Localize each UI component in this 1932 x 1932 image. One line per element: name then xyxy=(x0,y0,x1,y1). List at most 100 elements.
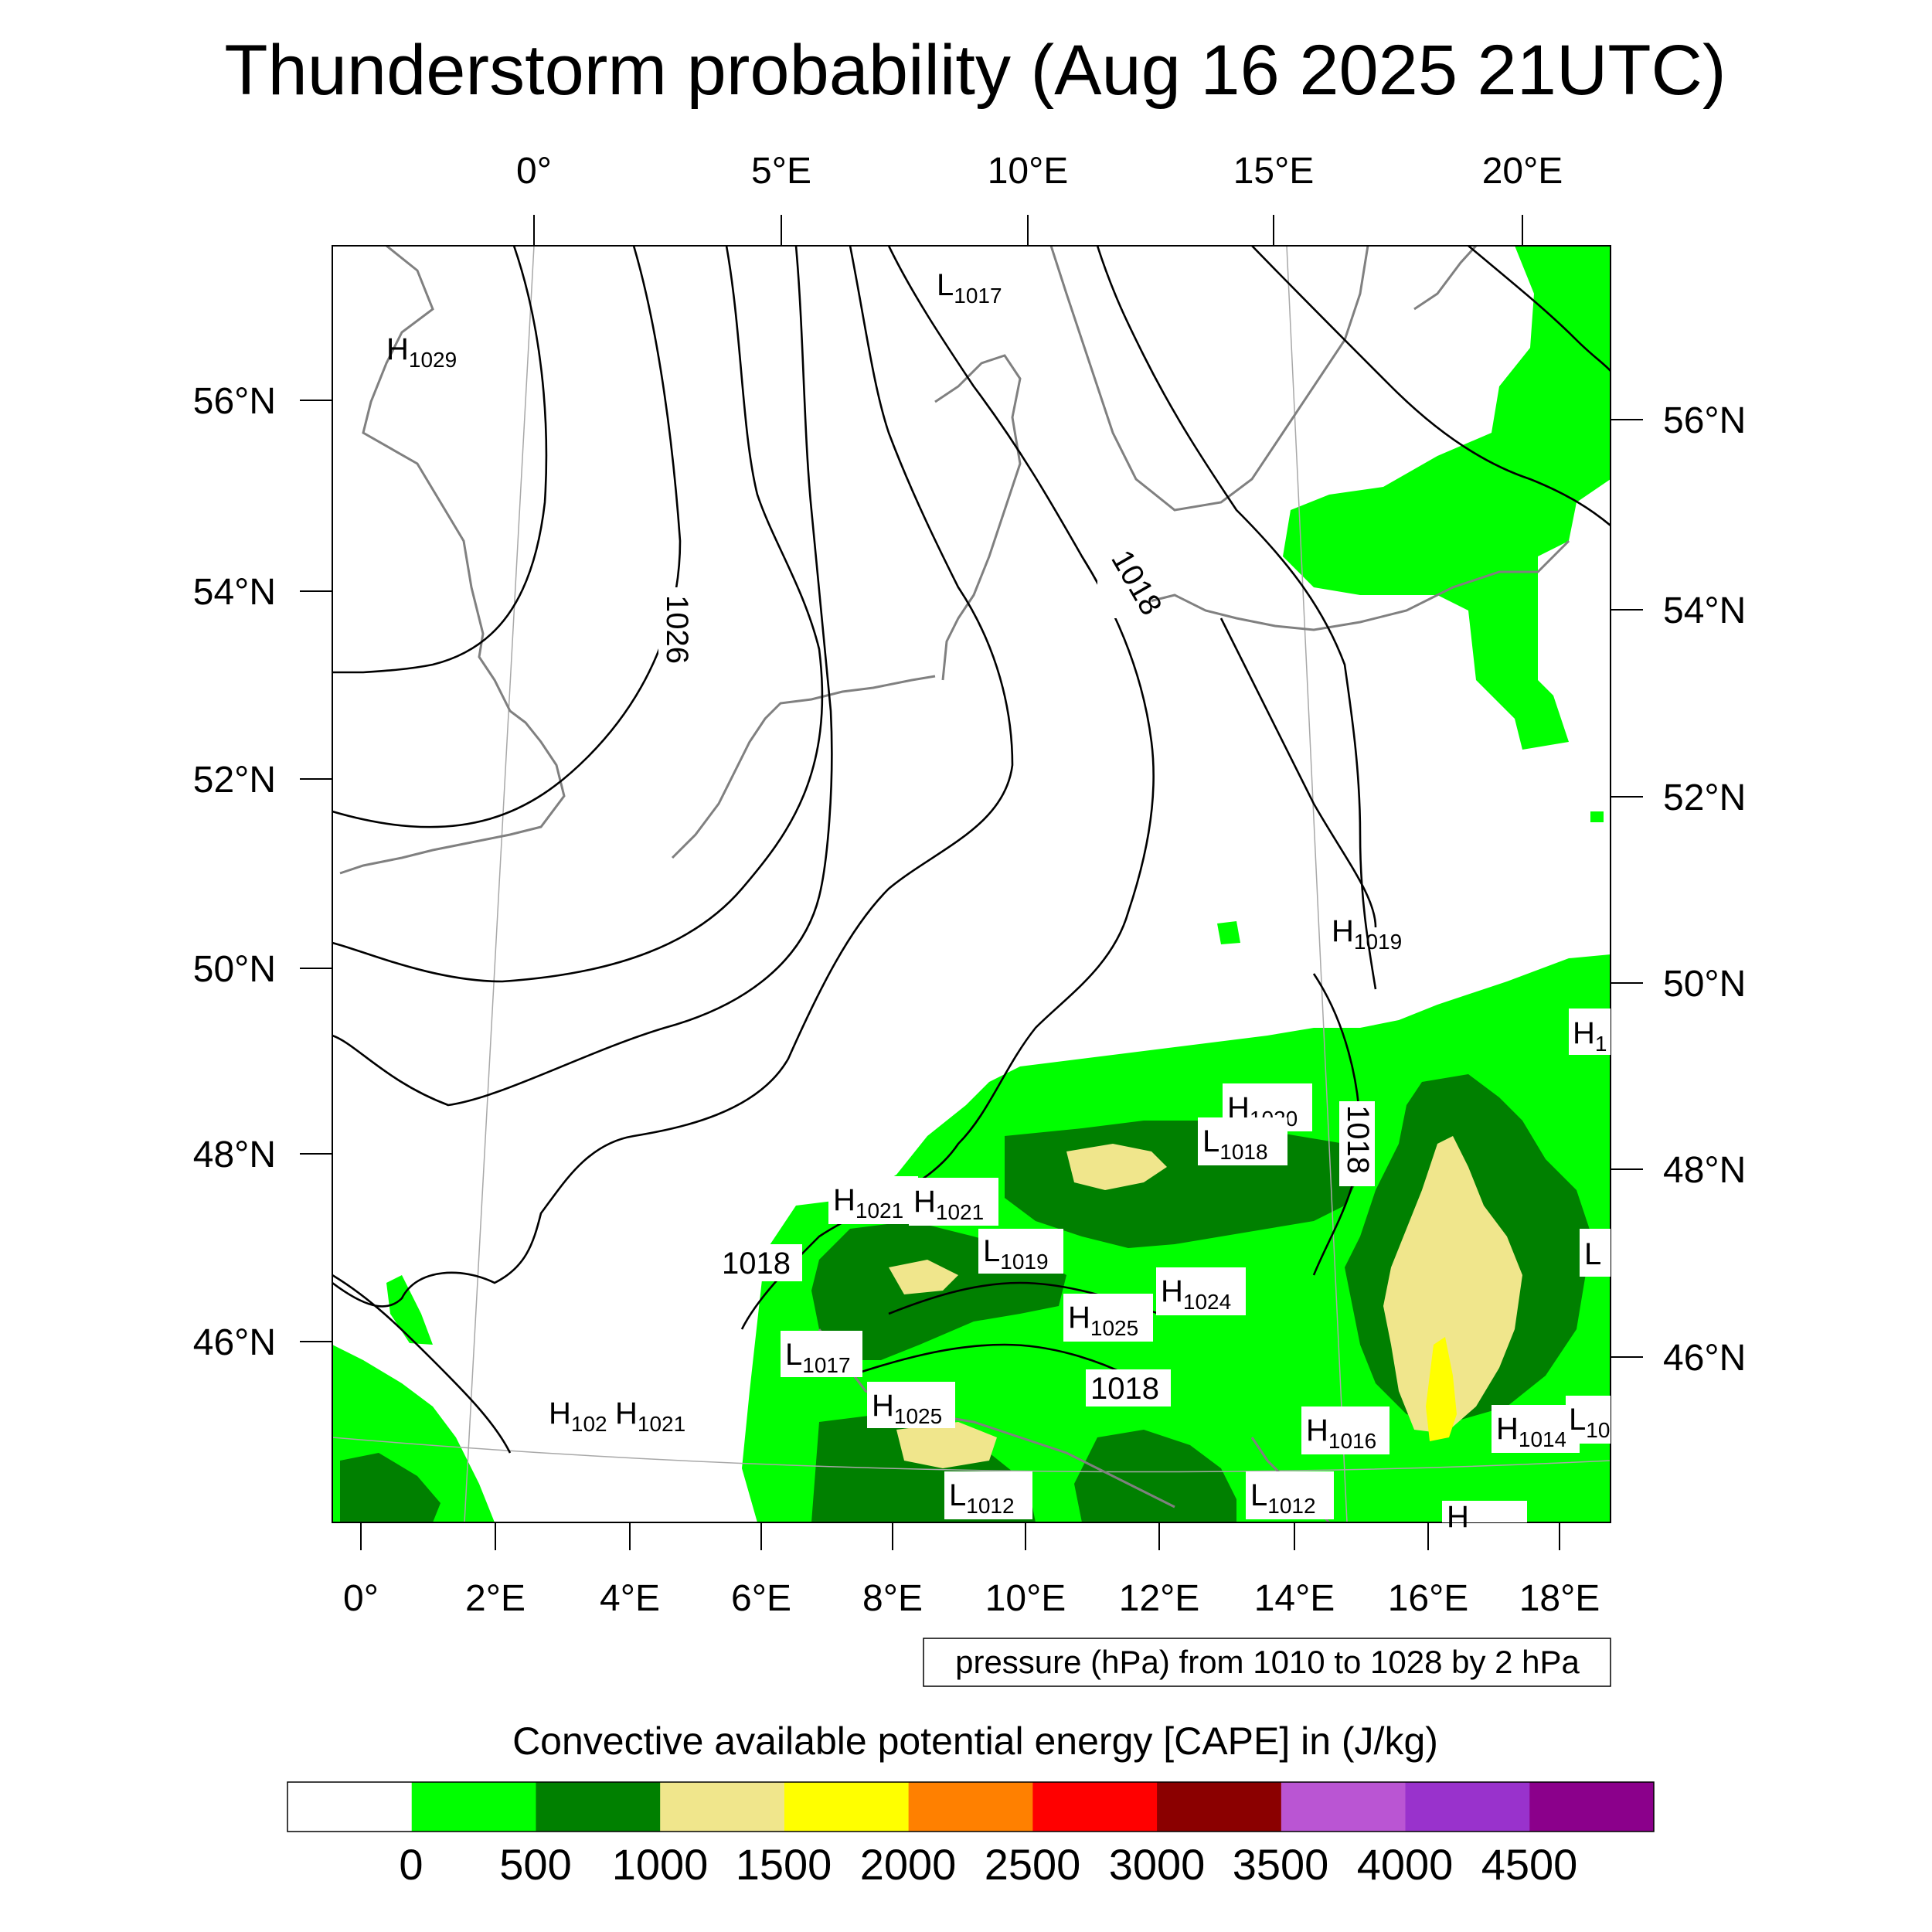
right-tick-48n: 48°N xyxy=(1663,1150,1746,1191)
colorbar-swatch-6 xyxy=(1032,1782,1158,1832)
pressure-center-l1017: L1017 xyxy=(937,268,1002,308)
cape-area-kh-alps xyxy=(889,1260,958,1294)
right-tick-52n: 52°N xyxy=(1663,777,1746,818)
cape-area-kh-central xyxy=(1066,1144,1167,1190)
isobar-label-1018-west: 1018 xyxy=(722,1247,791,1281)
colorbar-swatches xyxy=(287,1782,1655,1832)
bottom-tick-14e: 14°E xyxy=(1254,1578,1335,1619)
colorbar-swatch-2 xyxy=(536,1782,661,1832)
cape-area-cz-spot xyxy=(1217,921,1240,944)
svg-text:H1025: H1025 xyxy=(1068,1301,1138,1340)
top-tick-10e: 10°E xyxy=(988,151,1069,192)
right-tick-50n: 50°N xyxy=(1663,964,1746,1005)
left-tick-52n: 52°N xyxy=(193,760,276,801)
pressure-center-h-bottom-edge: H xyxy=(1442,1500,1527,1534)
map-title: Thunderstorm probability (Aug 16 2025 21… xyxy=(224,31,1726,110)
top-axis: 0° 5°E 10°E 15°E 20°E xyxy=(516,151,1563,246)
left-axis: 56°N 54°N 52°N 50°N 48°N 46°N xyxy=(193,381,332,1363)
svg-text:L10: L10 xyxy=(1569,1403,1610,1442)
left-tick-50n: 50°N xyxy=(193,949,276,990)
coastline-denmark xyxy=(934,354,1022,681)
colorbar-swatch-4 xyxy=(784,1782,910,1832)
svg-text:H1014: H1014 xyxy=(1496,1412,1566,1451)
pressure-center-h1025-a: H1025 xyxy=(1063,1294,1153,1342)
colorbar-swatch-9 xyxy=(1405,1782,1530,1832)
isobar-label-1018-south: 1018 xyxy=(1090,1372,1159,1406)
colorbar-tick-1500: 1500 xyxy=(736,1840,832,1889)
colorbar-title: Convective available potential energy [C… xyxy=(512,1719,1438,1763)
pressure-center-h1021-b: H1021 xyxy=(909,1178,998,1226)
right-tick-56n: 56°N xyxy=(1663,400,1746,441)
bottom-axis: 0° 2°E 4°E 6°E 8°E 10°E 12°E 14°E 16°E 1… xyxy=(343,1522,1600,1619)
svg-text:H1016: H1016 xyxy=(1306,1413,1376,1453)
coastline-britain-east xyxy=(339,246,566,875)
svg-text:H1021: H1021 xyxy=(833,1183,903,1223)
bottom-tick-10e: 10°E xyxy=(985,1578,1066,1619)
cape-area-dg-adriatic xyxy=(1074,1430,1236,1522)
bottom-tick-8e: 8°E xyxy=(862,1578,923,1619)
bottom-tick-18e: 18°E xyxy=(1519,1578,1600,1619)
pressure-center-l-edge: L xyxy=(1580,1229,1611,1277)
isobar-label-1026: 1026 xyxy=(660,595,694,664)
colorbar-tick-2000: 2000 xyxy=(860,1840,957,1889)
pressure-center-h1016: H1016 xyxy=(1301,1406,1389,1454)
colorbar-tick-1000: 1000 xyxy=(612,1840,709,1889)
svg-text:L1018: L1018 xyxy=(1202,1124,1268,1164)
isobar-label-1018-east: 1018 xyxy=(1341,1105,1375,1174)
svg-text:H1029: H1029 xyxy=(386,332,457,372)
svg-text:L1012: L1012 xyxy=(1250,1478,1316,1518)
pressure-center-l1019: L1019 xyxy=(978,1229,1063,1274)
colorbar-tick-500: 500 xyxy=(499,1840,571,1889)
pressure-center-h1021-c: H1021 xyxy=(615,1396,685,1436)
bottom-tick-2e: 2°E xyxy=(465,1578,526,1619)
map-panel: 1026 1018 1018 1018 1018 H1029 L1017 H10… xyxy=(332,245,1611,1534)
bottom-tick-6e: 6°E xyxy=(731,1578,791,1619)
right-tick-46n: 46°N xyxy=(1663,1338,1746,1379)
pressure-info-text: pressure (hPa) from 1010 to 1028 by 2 hP… xyxy=(955,1644,1580,1680)
colorbar-swatch-5 xyxy=(908,1782,1033,1832)
pressure-center-h1025-b: H1025 xyxy=(867,1382,955,1428)
cape-area-dg-west xyxy=(340,1453,440,1522)
colorbar-swatch-10 xyxy=(1529,1782,1655,1832)
graticule xyxy=(332,246,1611,1522)
pressure-center-h-edge: H1 xyxy=(1569,1009,1611,1056)
pressure-center-h1019: H1019 xyxy=(1332,914,1402,954)
svg-text:L1012: L1012 xyxy=(949,1478,1015,1518)
colorbar-tick-labels: 0 500 1000 1500 2000 2500 3000 3500 4000… xyxy=(399,1840,1577,1889)
pressure-center-l1012-a: L1012 xyxy=(944,1471,1032,1519)
bottom-tick-0: 0° xyxy=(343,1578,379,1619)
colorbar-tick-4000: 4000 xyxy=(1357,1840,1454,1889)
colorbar-tick-3500: 3500 xyxy=(1233,1840,1329,1889)
cape-1000-1500-layer xyxy=(889,1136,1522,1468)
pressure-center-h1024: H1024 xyxy=(1156,1267,1246,1315)
coastline-sweden xyxy=(1049,246,1369,512)
left-tick-56n: 56°N xyxy=(193,381,276,422)
colorbar-swatch-0 xyxy=(287,1782,413,1832)
pressure-center-l1012-b: L1012 xyxy=(1246,1471,1334,1519)
cape-1500-2000-layer xyxy=(1426,1337,1457,1441)
cape-area-kh-po xyxy=(896,1422,997,1468)
svg-text:H1021: H1021 xyxy=(615,1396,685,1436)
bottom-tick-4e: 4°E xyxy=(600,1578,660,1619)
svg-text:H102: H102 xyxy=(549,1396,607,1436)
colorbar-tick-2500: 2500 xyxy=(985,1840,1081,1889)
bottom-tick-16e: 16°E xyxy=(1388,1578,1469,1619)
pressure-center-l10: L10 xyxy=(1566,1396,1611,1444)
cape-area-kh-hungary xyxy=(1383,1136,1522,1434)
left-tick-48n: 48°N xyxy=(193,1134,276,1175)
top-tick-20e: 20°E xyxy=(1482,151,1563,192)
pressure-center-h1021-a: H1021 xyxy=(828,1176,918,1224)
colorbar-swatch-7 xyxy=(1157,1782,1282,1832)
left-tick-54n: 54°N xyxy=(193,572,276,613)
cape-area-poland-spot xyxy=(1590,811,1604,822)
pressure-centers: H1029 L1017 H1019 H1 H1020 L1018 xyxy=(386,268,1611,1534)
coastline-finland xyxy=(1413,246,1478,311)
svg-text:L1017: L1017 xyxy=(785,1338,851,1377)
right-tick-54n: 54°N xyxy=(1663,590,1746,631)
svg-text:H1: H1 xyxy=(1573,1016,1607,1056)
colorbar-swatch-3 xyxy=(660,1782,785,1832)
pressure-center-l1017-b: L1017 xyxy=(781,1331,862,1377)
pressure-center-h102: H102 xyxy=(549,1396,607,1436)
svg-text:L1019: L1019 xyxy=(983,1234,1049,1274)
